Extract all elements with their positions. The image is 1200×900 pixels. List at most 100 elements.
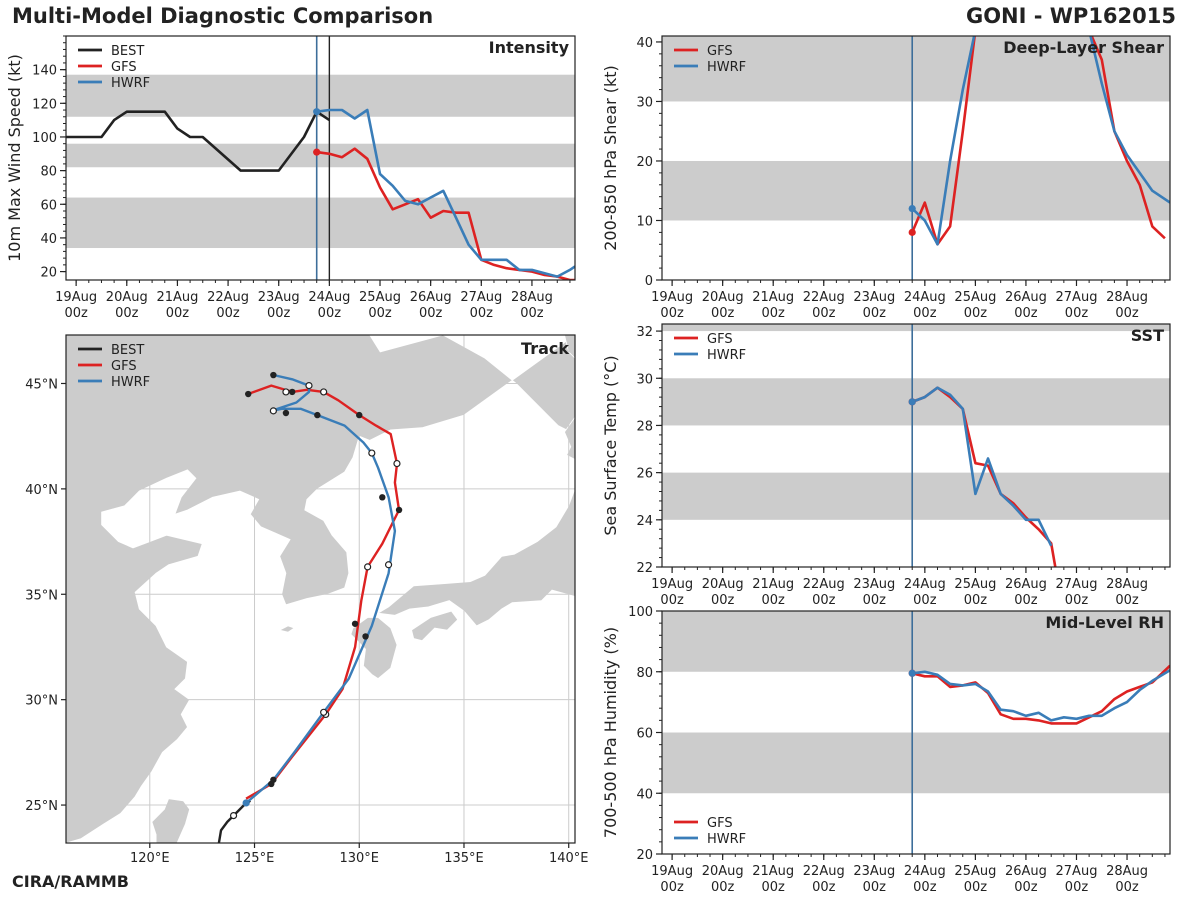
shear-xtick-label: 00z xyxy=(1065,306,1089,321)
track-ytick-label: 45°N xyxy=(25,377,58,392)
shear-hwrf-start-point xyxy=(908,204,916,213)
sst-xtick-label: 00z xyxy=(964,593,988,608)
shear-xtick-label: 00z xyxy=(1115,306,1139,321)
rh-xtick-label: 00z xyxy=(913,880,937,895)
sst-xtick-label: 00z xyxy=(812,593,836,608)
sst-xtick-label: 00z xyxy=(863,593,887,608)
track-hwrf-point xyxy=(320,708,328,716)
land-mass xyxy=(278,625,296,633)
sst-xtick-label: 26Aug xyxy=(1005,577,1047,592)
track-gfs-point xyxy=(364,563,372,571)
track-ytick-label: 35°N xyxy=(25,588,58,603)
shear-xtick-label: 00z xyxy=(913,306,937,321)
sst-xtick-label: 22Aug xyxy=(803,577,845,592)
legend-label-gfs: GFS xyxy=(111,60,137,75)
rh-ytick-label: 20 xyxy=(636,848,653,863)
shear-ytick-label: 30 xyxy=(636,95,653,110)
rh-hwrf-start-point xyxy=(908,669,916,677)
shear-gfs-start-point xyxy=(908,228,916,236)
shear-xtick-label: 28Aug xyxy=(1106,290,1148,305)
rh-xtick-label: 00z xyxy=(1014,880,1038,895)
track-gfs-point xyxy=(351,620,359,627)
rh-gfs-line xyxy=(911,664,1170,725)
shear-xtick-label: 23Aug xyxy=(853,290,895,305)
intensity-xtick-label: 22Aug xyxy=(207,290,249,305)
intensity-xtick-label: 00z xyxy=(216,306,240,321)
shear-gfs-line xyxy=(911,36,1166,246)
shear-band xyxy=(662,36,1170,102)
intensity-xtick-label: 00z xyxy=(166,306,190,321)
sst-ytick-label: 22 xyxy=(636,561,653,576)
intensity-panel: 2040608010012014019Aug00z20Aug00z21Aug00… xyxy=(5,35,576,321)
track-xtick-label: 120°E xyxy=(130,851,170,866)
intensity-xtick-label: 00z xyxy=(368,306,392,321)
rh-bands xyxy=(662,611,1170,794)
rh-xtick-label: 21Aug xyxy=(752,864,794,879)
shear-xtick-label: 22Aug xyxy=(803,290,845,305)
intensity-frame xyxy=(65,35,576,281)
shear-xtick-label: 00z xyxy=(762,306,786,321)
intensity-xtick-label: 26Aug xyxy=(410,290,452,305)
sst-xtick-label: 00z xyxy=(660,593,684,608)
sst-xtick-label: 23Aug xyxy=(853,577,895,592)
rh-xtick-label: 00z xyxy=(1115,880,1139,895)
shear-xtick-label: 24Aug xyxy=(904,290,946,305)
intensity-ytick-label: 120 xyxy=(32,97,57,112)
intensity-xtick-label: 00z xyxy=(419,306,443,321)
track-gfs-point xyxy=(393,459,401,468)
intensity-xtick-label: 00z xyxy=(64,306,88,321)
track-gfs-point xyxy=(245,390,252,398)
intensity-ytick-label: 140 xyxy=(32,64,57,79)
shear-xtick-label: 27Aug xyxy=(1056,290,1098,305)
shear-xtick-label: 00z xyxy=(964,306,988,321)
track-gfs-point xyxy=(379,494,386,501)
sst-series xyxy=(911,386,1057,567)
shear-ylabel: 200-850 hPa Shear (kt) xyxy=(601,65,620,251)
track-gfs-point xyxy=(362,633,369,640)
intensity-xtick-label: 23Aug xyxy=(258,290,300,305)
footer-credit: CIRA/RAMMB xyxy=(12,872,129,891)
intensity-xtick-label: 25Aug xyxy=(359,290,401,305)
legend-label-gfs: GFS xyxy=(707,816,733,831)
rh-band xyxy=(662,732,1170,794)
shear-xtick-label: 00z xyxy=(711,306,735,321)
sst-xtick-label: 00z xyxy=(711,593,735,608)
sst-hwrf-start-point xyxy=(908,398,916,406)
track-gfs-point xyxy=(289,388,296,396)
sst-band xyxy=(662,324,1170,332)
shear-panel: 01020304019Aug00z20Aug00z21Aug00z22Aug00… xyxy=(601,35,1171,321)
shear-xtick-label: 00z xyxy=(660,306,684,321)
track-hwrf-line xyxy=(245,373,397,804)
rh-xtick-label: 28Aug xyxy=(1106,864,1148,879)
track-xtick-label: 125°E xyxy=(235,851,275,866)
sst-xtick-label: 00z xyxy=(1014,593,1038,608)
sst-xtick-label: 24Aug xyxy=(904,577,946,592)
track-hwrf-point xyxy=(269,407,277,415)
rh-xtick-label: 00z xyxy=(964,880,988,895)
rh-ytick-label: 100 xyxy=(628,605,653,620)
rh-ytick-label: 80 xyxy=(636,666,653,681)
rh-ylabel: 700-500 hPa Humidity (%) xyxy=(601,627,620,838)
intensity-best-line xyxy=(66,110,331,172)
rh-xtick-label: 27Aug xyxy=(1056,864,1098,879)
rh-ytick-label: 60 xyxy=(636,727,653,742)
rh-xtick-label: 00z xyxy=(711,880,735,895)
shear-ytick-label: 10 xyxy=(636,214,653,229)
figure-title: Multi-Model Diagnostic Comparison xyxy=(12,4,434,28)
track-hwrf-point xyxy=(270,776,277,783)
rh-xtick-label: 00z xyxy=(762,880,786,895)
track-gfs-point xyxy=(320,388,328,396)
rh-series xyxy=(911,664,1170,725)
shear-hwrf-line xyxy=(911,36,1170,246)
intensity-xtick-label: 00z xyxy=(470,306,494,321)
rh-xtick-label: 22Aug xyxy=(803,864,845,879)
rh-xtick-label: 00z xyxy=(812,880,836,895)
legend-label-gfs: GFS xyxy=(707,332,733,347)
rh-xtick-label: 00z xyxy=(1065,880,1089,895)
rh-xtick-label: 19Aug xyxy=(651,864,693,879)
shear-xtick-label: 21Aug xyxy=(752,290,794,305)
